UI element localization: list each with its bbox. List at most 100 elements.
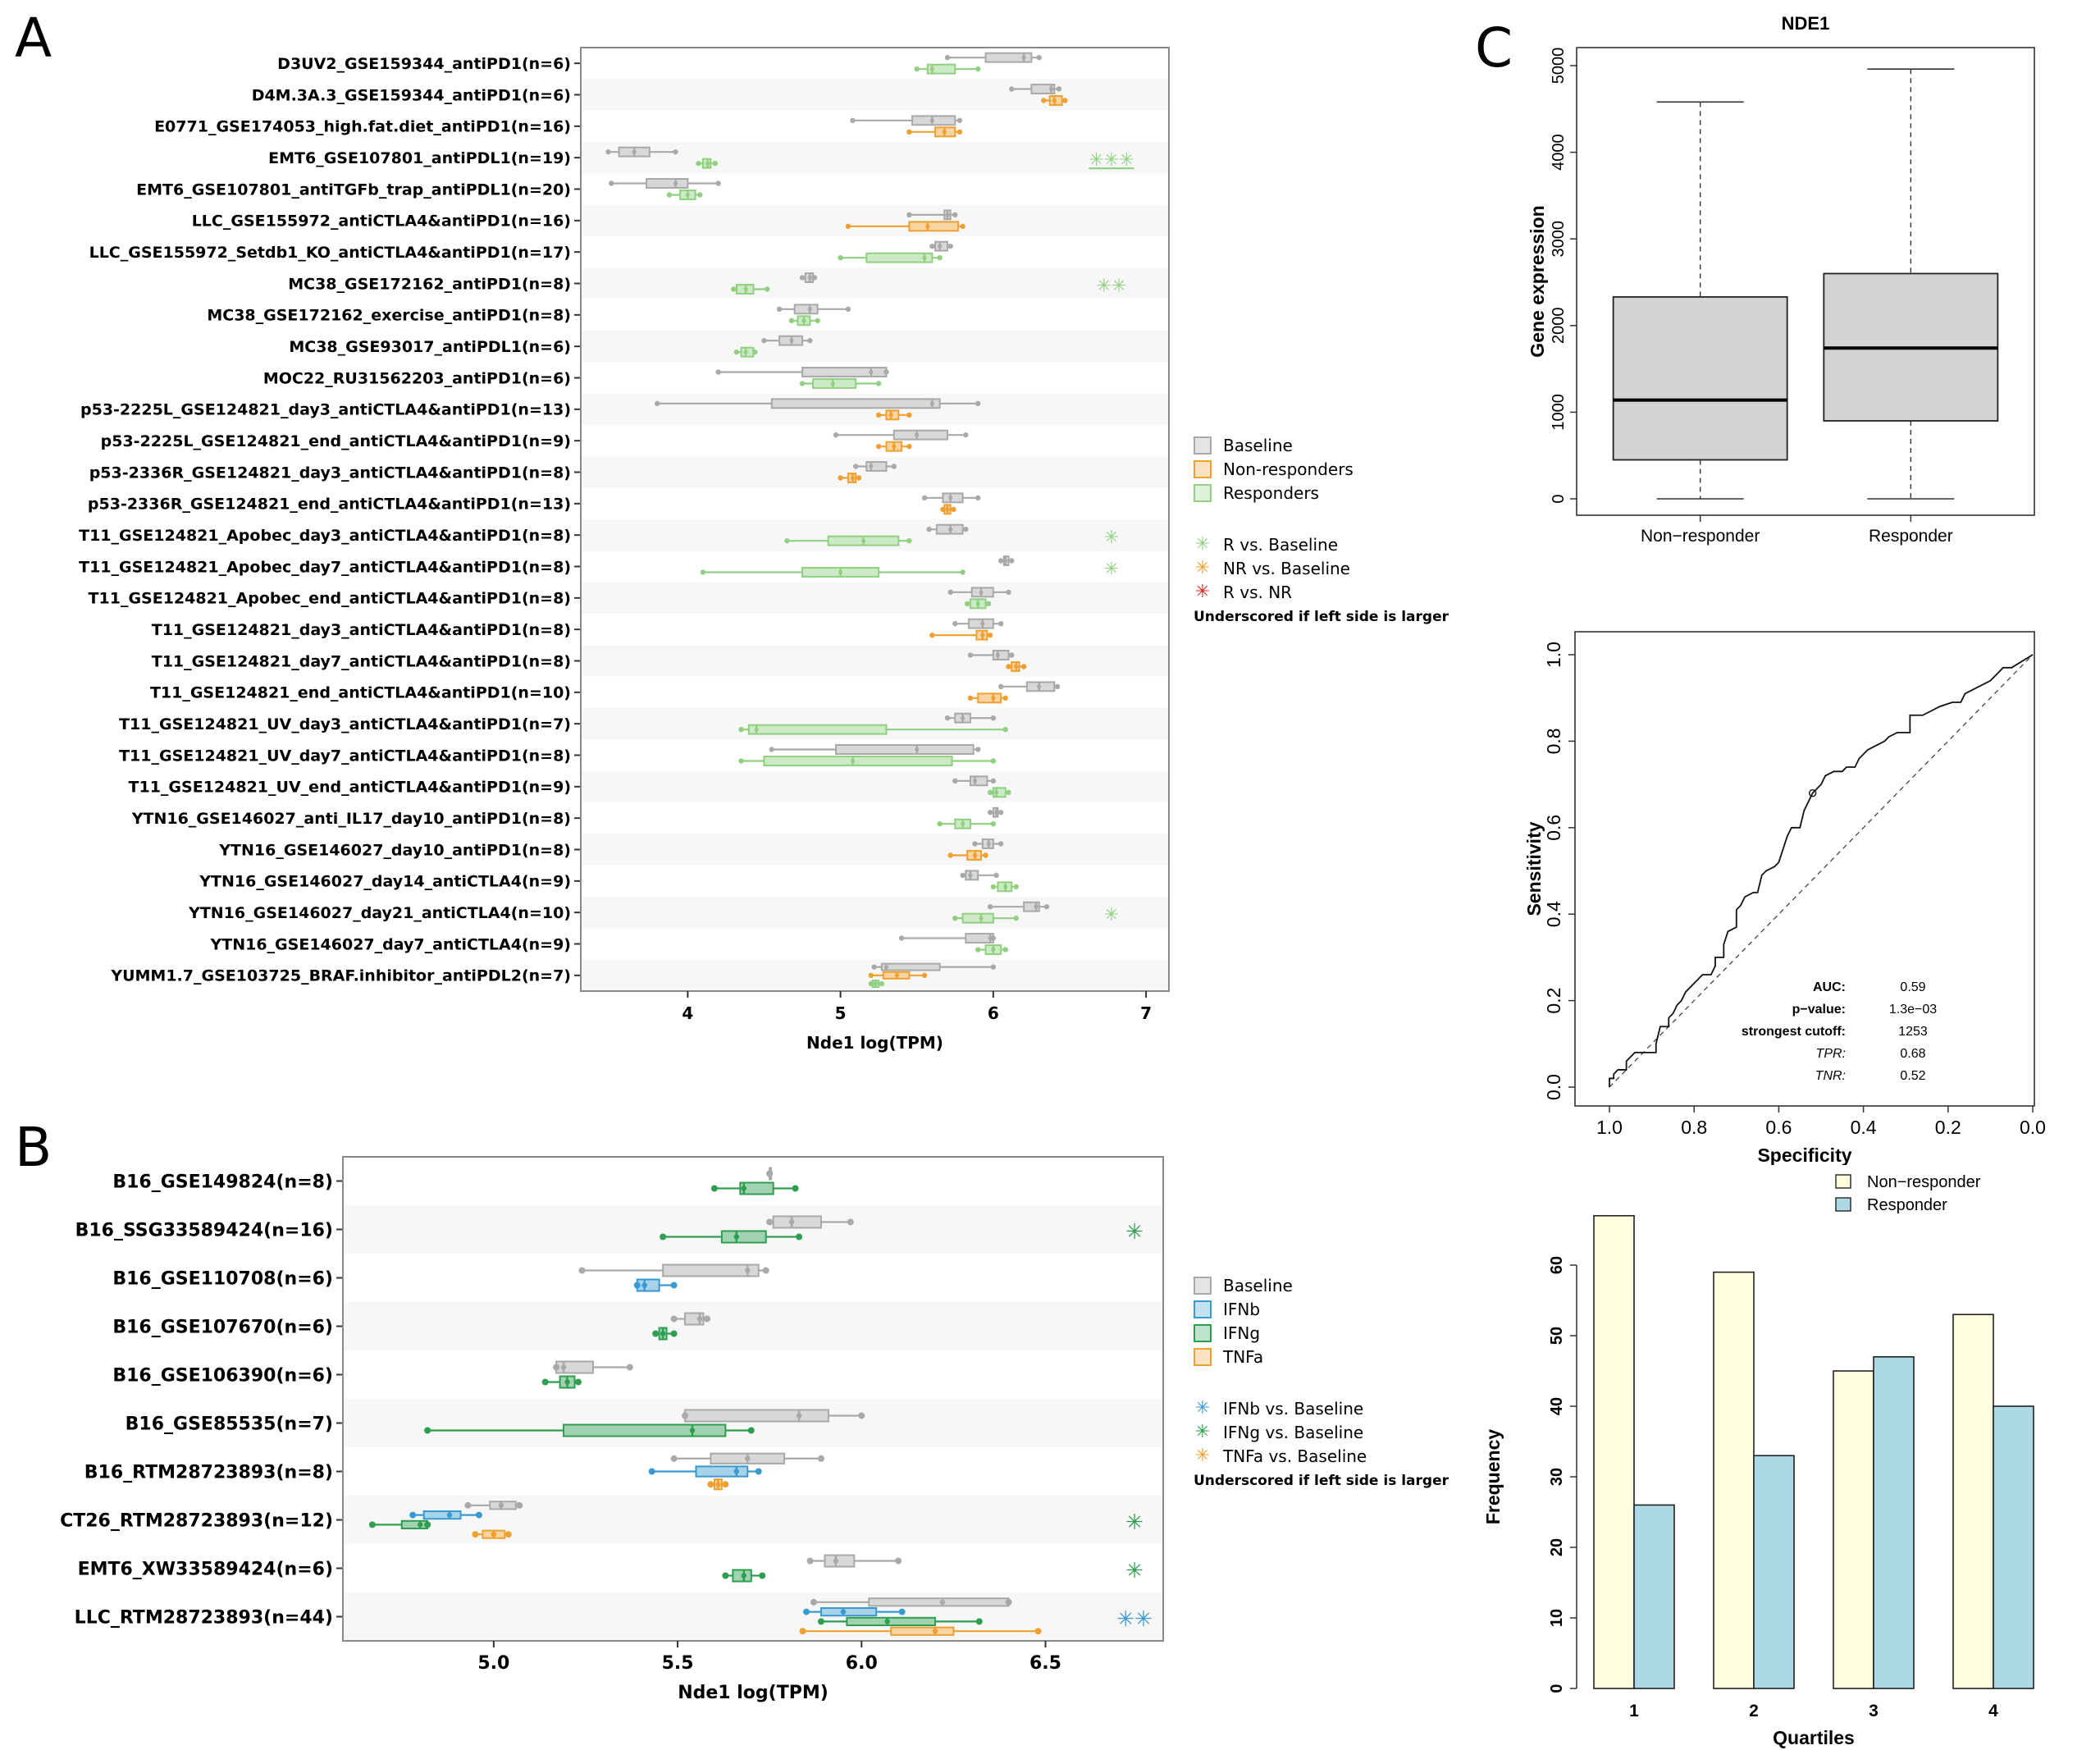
data-point xyxy=(858,1412,865,1419)
data-point xyxy=(541,1378,549,1386)
panel-a-boxplot: D3UV2_GSE159344_antiPD1(n=6) D4M.3A.3_GSE… xyxy=(79,47,1170,1053)
row-label: B16_GSE110708(n=6) xyxy=(112,1268,333,1289)
row-band xyxy=(581,645,1169,677)
row-band xyxy=(581,267,1169,299)
data-point xyxy=(446,1512,453,1518)
data-point xyxy=(987,789,993,796)
row-label: D4M.3A.3_GSE159344_antiPD1(n=6) xyxy=(252,86,571,104)
data-point xyxy=(888,413,893,418)
legend-item: TNFa xyxy=(1194,1345,1449,1368)
row-band xyxy=(343,1399,1163,1447)
row-label: T11_GSE124821_Apobec_day7_antiCTLA4&anti… xyxy=(79,558,571,576)
row-label: MC38_GSE172162_exercise_antiPD1(n=8) xyxy=(207,307,571,325)
data-point xyxy=(409,1511,417,1519)
data-point xyxy=(975,1618,983,1625)
row-label: T11_GSE124821_UV_end_antiCTLA4&antiPD1(n… xyxy=(129,779,571,797)
data-point xyxy=(766,1171,773,1177)
data-point xyxy=(945,212,950,217)
x-axis-label: Nde1 log(TPM) xyxy=(806,1033,943,1053)
annotation-label: AUC: xyxy=(1813,980,1846,994)
legend-label: IFNb vs. Baseline xyxy=(1223,1398,1364,1419)
data-point xyxy=(963,432,969,438)
data-point xyxy=(833,432,839,438)
data-point xyxy=(898,935,905,941)
y-tick-label: 2000 xyxy=(1550,308,1568,345)
data-point xyxy=(972,841,978,847)
data-point xyxy=(947,852,953,858)
legend-note: Underscored if left side is larger xyxy=(1194,609,1449,625)
data-point xyxy=(947,243,953,249)
data-point xyxy=(733,349,740,355)
data-point xyxy=(906,129,912,135)
data-point xyxy=(939,1599,946,1605)
bar xyxy=(1952,1314,1994,1689)
legend-label: Non−responder xyxy=(1867,1173,1981,1191)
legend-label: TNFa xyxy=(1223,1346,1264,1367)
row-label: LLC_GSE155972_Setdb1_KO_antiCTLA4&antiPD… xyxy=(89,244,571,262)
data-point xyxy=(947,589,953,596)
data-point xyxy=(1002,947,1008,953)
data-point xyxy=(879,980,885,987)
data-point xyxy=(937,254,943,261)
data-point xyxy=(417,1522,423,1528)
data-point xyxy=(979,916,984,921)
significance-marker: ✳ xyxy=(1125,1510,1144,1535)
x-tick-label: 1.0 xyxy=(1596,1117,1623,1138)
data-point xyxy=(817,1455,824,1462)
data-point xyxy=(788,1219,795,1225)
row-label: YTN16_GSE146027_day10_antiPD1(n=8) xyxy=(218,841,571,859)
data-point xyxy=(960,569,966,575)
bar xyxy=(1713,1271,1755,1689)
data-point xyxy=(906,537,912,544)
data-point xyxy=(806,1557,814,1565)
row-label: EMT6_GSE107801_antiPDL1(n=19) xyxy=(268,149,571,167)
data-point xyxy=(722,1481,729,1488)
data-point xyxy=(979,590,984,595)
data-point xyxy=(1002,726,1008,733)
data-point xyxy=(788,318,795,324)
row-band xyxy=(581,897,1169,929)
annotation-value: 0.59 xyxy=(1900,980,1925,994)
significance-marker: ✳ xyxy=(1104,559,1119,579)
box xyxy=(868,1597,1010,1607)
data-point xyxy=(626,1364,633,1371)
data-point xyxy=(553,1364,560,1371)
row-label: MC38_GSE172162_antiPD1(n=8) xyxy=(288,275,571,293)
y-tick-label: 30 xyxy=(1548,1468,1566,1486)
row-label: YTN16_GSE146027_anti_IL17_day10_antiPD1(… xyxy=(131,810,571,828)
data-point xyxy=(990,778,997,784)
significance-marker: ✳ xyxy=(1125,1220,1144,1245)
data-point xyxy=(741,1186,746,1191)
row-band xyxy=(581,331,1169,363)
data-point xyxy=(673,180,678,186)
x-tick-label: 0.2 xyxy=(1935,1117,1961,1138)
data-point xyxy=(894,973,900,978)
data-point xyxy=(964,601,970,607)
data-point xyxy=(743,286,748,292)
data-point xyxy=(990,820,997,827)
data-point xyxy=(975,66,981,72)
row-label: T11_GSE124821_Apobec_end_antiCTLA4&antiP… xyxy=(89,590,571,608)
data-point xyxy=(898,1608,906,1615)
row-label: T11_GSE124821_day7_antiCTLA4&antiPD1(n=8… xyxy=(152,652,571,670)
data-point xyxy=(1003,884,1008,889)
row-label: MOC22_RU31562203_antiPD1(n=6) xyxy=(263,369,571,387)
x-axis-label: Specificity xyxy=(1757,1145,1851,1165)
data-point xyxy=(929,401,934,406)
data-point xyxy=(1036,54,1042,61)
data-point xyxy=(733,1234,740,1240)
x-axis-label: Nde1 log(TPM) xyxy=(678,1683,829,1703)
box xyxy=(942,492,964,504)
row-label: T11_GSE124821_UV_day7_antiCTLA4&antiPD1(… xyxy=(119,747,571,765)
data-point xyxy=(733,1469,740,1474)
box xyxy=(865,252,934,263)
data-point xyxy=(869,464,874,469)
data-point xyxy=(1056,86,1062,92)
data-point xyxy=(838,569,843,575)
panel-letter-c: C xyxy=(1475,16,1513,80)
data-point xyxy=(840,1609,847,1615)
legend-item: Responders xyxy=(1194,481,1449,505)
data-point xyxy=(491,1532,497,1538)
box xyxy=(846,1616,936,1627)
data-point xyxy=(938,244,943,249)
